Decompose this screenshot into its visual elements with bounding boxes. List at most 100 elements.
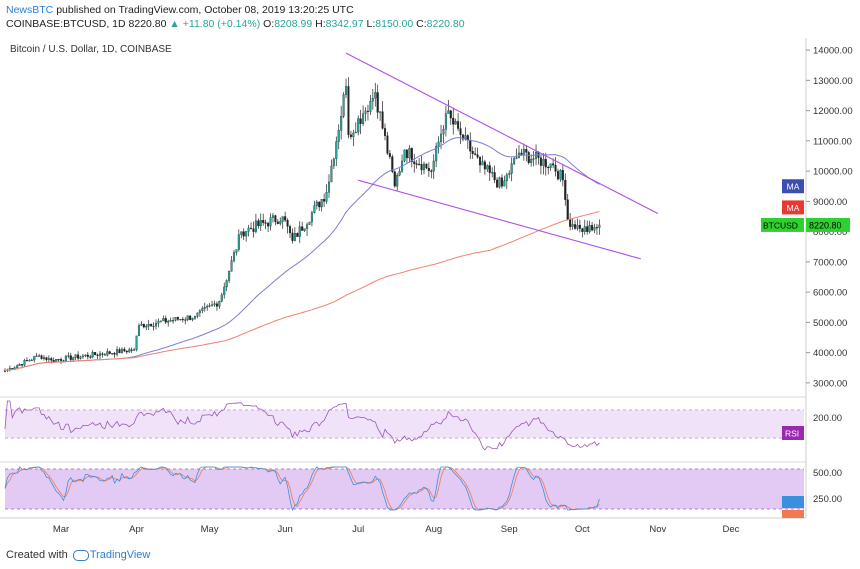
candle — [310, 212, 313, 223]
candle — [591, 225, 594, 231]
candle — [262, 220, 265, 223]
candle — [257, 220, 260, 227]
candle — [35, 355, 38, 357]
candle — [583, 226, 586, 232]
y-tick-label: 3000.00 — [813, 378, 847, 389]
x-tick-label: Jul — [352, 524, 364, 535]
candle — [220, 294, 223, 302]
candle — [123, 348, 126, 352]
candle — [410, 148, 413, 162]
candle — [457, 121, 460, 129]
candle — [388, 153, 391, 157]
candle — [515, 157, 518, 159]
candle — [225, 280, 228, 288]
candle — [432, 160, 435, 172]
candle — [181, 318, 184, 321]
candle — [542, 158, 545, 166]
y-tick-label: 7000.00 — [813, 257, 847, 268]
tradingview-logo-icon[interactable] — [72, 549, 89, 561]
candle — [291, 232, 294, 241]
candle — [525, 149, 528, 153]
candle — [498, 177, 501, 188]
candle — [595, 227, 598, 229]
candle — [245, 231, 248, 237]
candle — [306, 224, 309, 229]
candle — [176, 316, 179, 320]
moving-average-200 — [4, 211, 600, 372]
candle — [167, 320, 170, 323]
open-label: O: — [263, 18, 275, 30]
candle — [369, 101, 372, 112]
tradingview-logo-text[interactable]: TradingView — [89, 549, 151, 561]
candle — [459, 128, 462, 135]
candle — [323, 199, 326, 202]
x-tick-label: Apr — [129, 524, 144, 535]
candle — [430, 170, 433, 172]
chart-title: Bitcoin / U.S. Dollar, 1D, COINBASE — [10, 44, 172, 55]
candle — [391, 156, 394, 172]
candle — [500, 177, 503, 187]
stoch-band — [5, 469, 804, 509]
candle — [493, 172, 496, 181]
candle — [264, 222, 267, 224]
candle — [474, 153, 477, 155]
y-tick-label: 6000.00 — [813, 288, 847, 299]
candle — [425, 163, 428, 169]
y-tick-label: 11000.00 — [813, 136, 852, 147]
candle — [539, 157, 542, 166]
candle — [554, 164, 557, 172]
candle — [198, 310, 201, 314]
rsi-tick-label: 200.00 — [813, 413, 842, 424]
candle — [366, 110, 369, 112]
candle — [193, 316, 197, 319]
candle — [18, 364, 21, 366]
high-label: H: — [315, 18, 326, 30]
ma-blue-tag: MA — [782, 179, 804, 194]
candle — [145, 325, 148, 328]
candle — [47, 358, 50, 360]
y-tick-label: 8000.00 — [813, 227, 847, 238]
close-label: C: — [416, 18, 427, 30]
x-tick-label: May — [201, 524, 219, 535]
rsi-tag — [782, 426, 804, 440]
candle — [420, 164, 423, 171]
candle — [398, 171, 401, 176]
candle — [133, 349, 136, 351]
candle — [223, 286, 226, 296]
candle — [267, 222, 270, 227]
candle — [98, 353, 102, 356]
candle — [320, 199, 323, 208]
candle — [196, 312, 199, 317]
stoch-d-tag — [782, 510, 804, 518]
symbol-header: COINBASE:BTCUSD, 1D 8220.80 ▲ +11.80 (+0… — [6, 18, 465, 30]
candle — [437, 141, 440, 147]
candle — [330, 165, 333, 183]
candle — [213, 303, 216, 305]
candle — [471, 151, 474, 154]
candle — [116, 349, 119, 355]
candle — [288, 226, 292, 234]
candle — [69, 355, 72, 360]
candle — [447, 110, 450, 114]
candle — [242, 231, 245, 237]
candle — [286, 220, 289, 227]
candle — [259, 220, 262, 227]
candle — [362, 113, 365, 124]
candle — [21, 364, 24, 366]
candle — [130, 349, 133, 351]
candle — [527, 152, 530, 163]
candle — [552, 163, 555, 166]
symbol-tag — [761, 217, 804, 232]
candle — [125, 350, 128, 353]
candle — [159, 320, 162, 322]
candle — [327, 181, 331, 193]
candle — [340, 116, 343, 131]
candle — [191, 318, 194, 320]
publisher-name[interactable]: NewsBTC — [6, 4, 54, 16]
candle — [28, 360, 31, 362]
candle — [128, 349, 131, 353]
candle — [352, 132, 355, 138]
candle — [296, 233, 299, 237]
candle — [483, 161, 486, 170]
